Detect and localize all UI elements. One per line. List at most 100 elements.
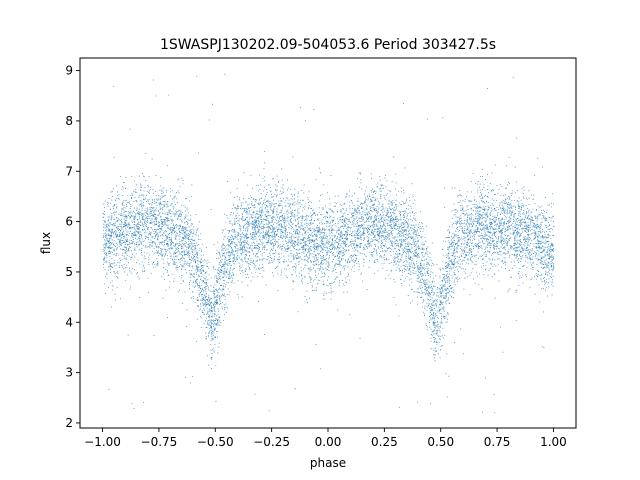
scatter-point — [206, 312, 208, 314]
scatter-point — [328, 229, 330, 231]
scatter-point — [423, 244, 425, 246]
scatter-point — [142, 218, 144, 220]
scatter-point — [500, 241, 502, 243]
scatter-point — [116, 247, 118, 249]
scatter-point — [223, 283, 225, 284]
scatter-point — [516, 227, 518, 229]
scatter-point — [482, 263, 484, 264]
scatter-point — [224, 261, 225, 263]
scatter-point — [242, 226, 244, 228]
scatter-point — [287, 209, 289, 211]
scatter-point — [257, 243, 259, 245]
scatter-point — [256, 219, 257, 221]
scatter-point — [388, 206, 390, 208]
scatter-point — [331, 239, 333, 240]
scatter-point — [191, 242, 193, 244]
scatter-point — [217, 302, 219, 304]
scatter-point — [433, 354, 435, 356]
scatter-point — [477, 189, 479, 191]
scatter-point — [420, 288, 422, 289]
scatter-point — [551, 273, 553, 275]
scatter-point — [312, 239, 314, 241]
scatter-point — [473, 248, 474, 249]
scatter-point — [485, 377, 486, 379]
scatter-point — [114, 205, 116, 207]
scatter-point — [248, 223, 249, 225]
scatter-point — [234, 234, 236, 236]
scatter-point — [268, 241, 270, 243]
scatter-point — [233, 238, 235, 240]
scatter-point — [198, 294, 200, 296]
scatter-point — [500, 250, 501, 252]
scatter-point — [509, 255, 510, 257]
scatter-point — [489, 223, 491, 225]
scatter-point — [391, 215, 392, 217]
scatter-point — [304, 296, 306, 297]
scatter-point — [329, 229, 330, 231]
scatter-point — [547, 249, 548, 251]
scatter-point — [418, 245, 419, 247]
scatter-point — [189, 288, 190, 290]
scatter-point — [184, 217, 186, 219]
scatter-point — [537, 243, 539, 245]
scatter-point — [470, 235, 472, 237]
scatter-point — [256, 253, 258, 255]
scatter-point — [194, 258, 196, 260]
scatter-point — [126, 267, 128, 269]
scatter-point — [167, 205, 168, 207]
scatter-point — [419, 222, 420, 223]
scatter-point — [110, 215, 112, 217]
scatter-point — [375, 223, 377, 225]
scatter-point — [534, 226, 536, 228]
scatter-point — [137, 225, 138, 227]
scatter-point — [449, 260, 451, 261]
scatter-point — [308, 247, 310, 249]
scatter-point — [405, 269, 407, 271]
scatter-point — [329, 225, 331, 227]
scatter-point — [350, 227, 352, 229]
scatter-point — [474, 199, 476, 201]
scatter-point — [469, 230, 471, 232]
scatter-point — [526, 197, 527, 199]
scatter-point — [274, 233, 275, 235]
scatter-point — [447, 248, 448, 250]
scatter-point — [115, 203, 117, 205]
scatter-point — [287, 248, 288, 249]
scatter-point — [504, 241, 506, 243]
scatter-point — [446, 353, 448, 355]
scatter-point — [535, 210, 537, 211]
scatter-point — [305, 216, 307, 218]
scatter-point — [518, 203, 520, 205]
scatter-point — [284, 236, 286, 238]
scatter-point — [135, 237, 136, 239]
scatter-point — [148, 259, 150, 261]
scatter-point — [131, 272, 133, 274]
scatter-point — [319, 267, 321, 269]
scatter-point — [264, 247, 265, 249]
scatter-point — [153, 267, 154, 269]
scatter-point — [251, 242, 253, 244]
scatter-point — [192, 223, 193, 225]
scatter-point — [186, 325, 188, 327]
scatter-point — [399, 259, 401, 261]
scatter-point — [155, 232, 157, 233]
scatter-point — [163, 224, 165, 226]
scatter-point — [109, 272, 111, 273]
scatter-point — [183, 237, 185, 239]
scatter-point — [481, 229, 483, 231]
scatter-point — [343, 291, 345, 293]
scatter-point — [256, 218, 258, 219]
scatter-point — [222, 288, 224, 290]
scatter-point — [522, 221, 524, 223]
scatter-point — [339, 247, 340, 249]
scatter-point — [410, 302, 411, 304]
scatter-point — [258, 236, 260, 238]
scatter-point — [483, 253, 485, 255]
scatter-point — [243, 237, 245, 239]
scatter-point — [310, 222, 312, 224]
scatter-point — [291, 245, 293, 247]
scatter-point — [270, 203, 271, 205]
scatter-point — [366, 213, 368, 215]
scatter-point — [448, 257, 450, 259]
scatter-point — [529, 225, 531, 227]
